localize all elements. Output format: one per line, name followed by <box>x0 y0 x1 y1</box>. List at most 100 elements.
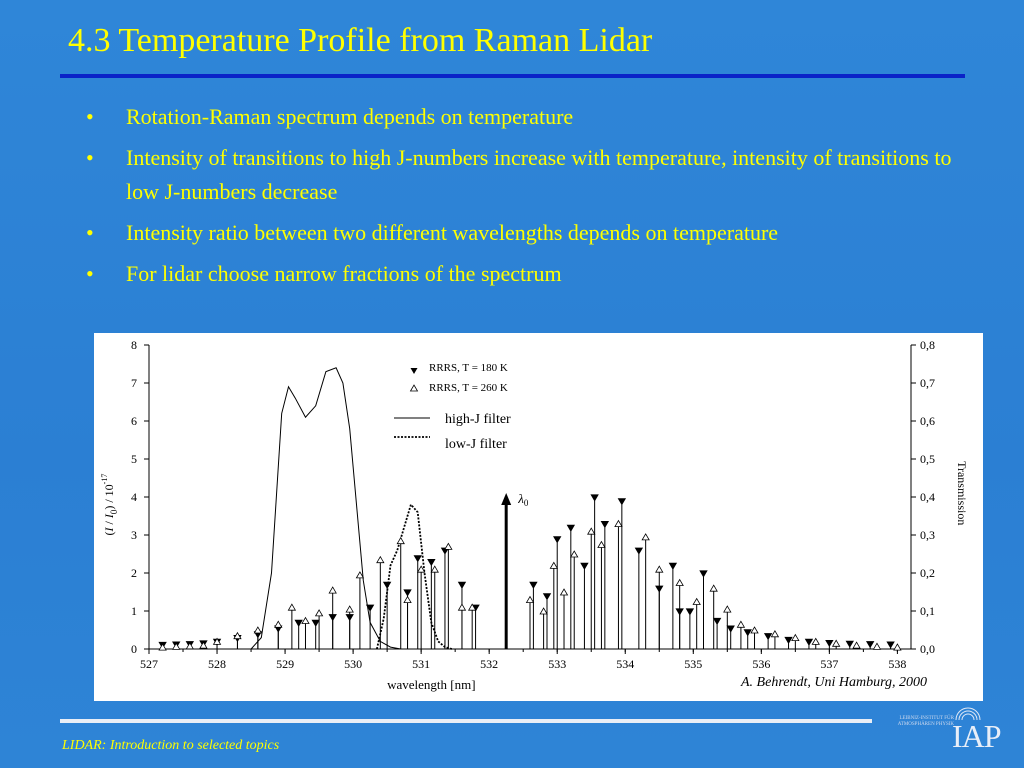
x-tick-label: 528 <box>208 657 226 671</box>
high-j-filter-line <box>250 367 401 650</box>
point-260k <box>199 641 208 649</box>
point-180k <box>685 608 695 616</box>
logo-text: IAP <box>952 718 1002 754</box>
point-260k <box>314 609 324 617</box>
point-260k <box>185 642 195 650</box>
bullet-text: Intensity of transitions to high J-numbe… <box>126 145 952 204</box>
bullet-text: Intensity ratio between two different wa… <box>126 220 779 245</box>
point-180k <box>403 589 412 597</box>
point-260k <box>328 586 337 594</box>
y2-tick-label: 0,3 <box>920 528 935 542</box>
point-260k <box>549 561 559 569</box>
point-260k <box>444 542 453 550</box>
point-180k <box>784 636 793 645</box>
iap-logo-icon <box>955 707 981 721</box>
point-180k <box>600 520 610 529</box>
point-260k <box>430 565 439 573</box>
point-260k <box>587 527 596 535</box>
figure-credit: A. Behrendt, Uni Hamburg, 2000 <box>741 675 927 690</box>
y-tick-label: 7 <box>131 376 137 390</box>
point-260k <box>158 643 167 651</box>
point-260k <box>345 605 354 613</box>
slide-title: 4.3 Temperature Profile from Raman Lidar <box>68 22 653 59</box>
bullet-list: • Rotation-Raman spectrum depends on temp… <box>86 100 966 298</box>
point-260k <box>570 550 579 558</box>
point-180k <box>804 638 814 646</box>
point-180k <box>865 641 875 649</box>
bullet-glyph: • <box>86 261 94 286</box>
point-260k <box>791 633 800 642</box>
point-260k <box>212 637 222 645</box>
point-260k <box>172 642 181 650</box>
y-tick-label: 5 <box>131 452 137 466</box>
point-260k <box>831 639 841 647</box>
point-260k <box>641 533 650 541</box>
point-260k <box>301 616 310 624</box>
point-180k <box>580 562 589 570</box>
point-260k <box>614 519 623 528</box>
y-tick-label: 3 <box>131 528 137 542</box>
point-260k <box>467 603 477 611</box>
point-260k <box>770 630 780 638</box>
x-tick-label: 534 <box>616 657 634 671</box>
point-260k <box>872 642 882 650</box>
y2-tick-label: 0,0 <box>920 642 935 656</box>
x-axis-label: wavelength [nm] <box>387 677 475 692</box>
lambda0-arrow-head <box>501 493 512 505</box>
point-180k <box>542 593 552 601</box>
x-tick-label: 537 <box>820 657 838 671</box>
y-tick-label: 6 <box>131 414 137 428</box>
point-180k <box>427 558 436 567</box>
x-tick-label: 533 <box>548 657 566 671</box>
bullet-text: For lidar choose narrow fractions of the… <box>126 261 562 286</box>
point-180k <box>590 494 599 502</box>
x-tick-label: 531 <box>412 657 430 671</box>
bullet-glyph: • <box>86 145 94 170</box>
x-tick-label: 529 <box>276 657 294 671</box>
point-180k <box>311 619 320 627</box>
y-tick-label: 1 <box>131 604 137 618</box>
y2-tick-label: 0,2 <box>920 566 935 580</box>
point-180k <box>726 625 735 633</box>
footer-rule <box>60 719 872 723</box>
y2-tick-label: 0,6 <box>920 414 935 428</box>
point-180k <box>668 562 678 570</box>
bullet-item: • For lidar choose narrow fractions of th… <box>86 257 966 291</box>
y2-tick-label: 0,7 <box>920 376 935 390</box>
y-tick-label: 2 <box>131 566 137 580</box>
point-180k <box>763 633 773 641</box>
y2-tick-label: 0,5 <box>920 452 935 466</box>
point-180k <box>634 547 644 555</box>
x-tick-label: 535 <box>684 657 702 671</box>
legend-marker-180k <box>410 368 418 374</box>
point-260k <box>692 597 701 605</box>
point-180k <box>699 570 708 578</box>
legend-label-high-j: high-J filter <box>445 412 511 427</box>
point-260k <box>723 605 732 613</box>
point-260k <box>750 626 759 634</box>
point-260k <box>355 571 365 579</box>
y2-axis-label: Transmission <box>955 461 969 525</box>
bullet-text: Rotation-Raman spectrum depends on tempe… <box>126 104 574 129</box>
legend-label-180k: RRRS, T = 180 K <box>429 362 508 374</box>
x-tick-label: 527 <box>140 657 158 671</box>
point-260k <box>403 595 412 604</box>
point-180k <box>382 581 392 589</box>
x-tick-label: 536 <box>752 657 770 671</box>
x-tick-label: 532 <box>480 657 498 671</box>
raman-spectrum-chart: 527 528 529 530 531 532 533 534 535 536 537 538 0 1 2 3… <box>100 338 969 692</box>
point-260k <box>287 603 297 611</box>
point-180k <box>294 619 303 627</box>
point-180k <box>617 498 627 506</box>
point-180k <box>886 641 895 649</box>
point-180k <box>566 524 576 532</box>
point-260k <box>852 641 861 649</box>
point-180k <box>553 536 562 544</box>
legend-label-260k: RRRS, T = 260 K <box>429 382 508 394</box>
bullet-item: • Rotation-Raman spectrum depends on temp… <box>86 100 966 134</box>
y2-tick-label: 0,4 <box>920 490 935 504</box>
low-j-filter-line <box>376 502 453 650</box>
point-260k <box>811 637 820 645</box>
x-tick-label: 530 <box>344 657 362 671</box>
y-axis-label: (I / I0) / 10-17 <box>100 474 119 536</box>
